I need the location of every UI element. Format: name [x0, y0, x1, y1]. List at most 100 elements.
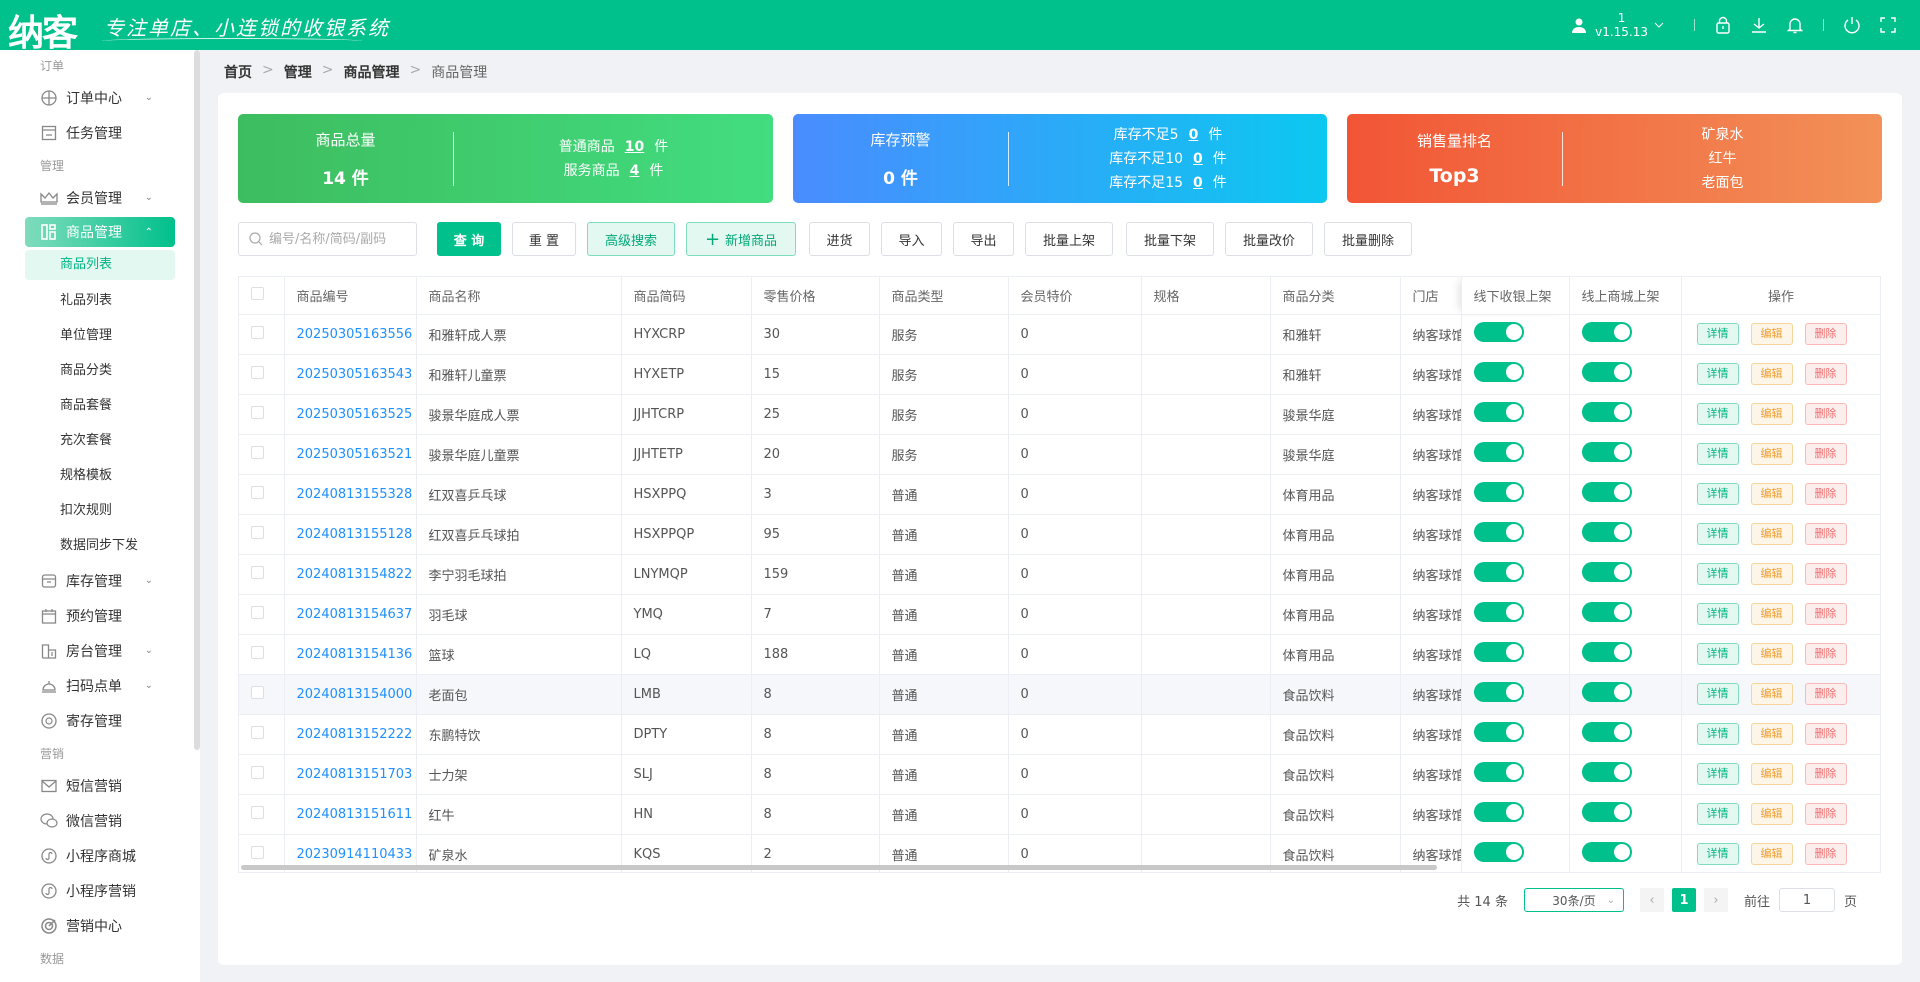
goods-code-cell[interactable]: 20250305163543 — [284, 354, 417, 395]
prev-page-button[interactable]: ‹ — [1639, 888, 1664, 912]
goods-code-cell[interactable]: 20240813154136 — [284, 634, 417, 675]
table-row[interactable]: 20240813155128 红双喜乒乓球拍 HSXPPQP 95 普通 0 体育用品 纳客球… — [239, 514, 1880, 555]
detail-button[interactable]: 详情 — [1696, 603, 1739, 625]
offline-listed-toggle[interactable] — [1473, 522, 1524, 542]
goods-code-cell[interactable]: 20250305163521 — [284, 434, 417, 475]
sidebar-subitem[interactable]: 规格模板 — [60, 468, 113, 483]
power-icon[interactable] — [1834, 16, 1870, 34]
row-checkbox[interactable] — [251, 645, 264, 659]
lock-icon[interactable] — [1705, 16, 1741, 34]
table-row[interactable]: 20250305163556 和雅轩成人票 HYXCRP 30 服务 0 和雅轩 纳客球馆 详情… — [239, 314, 1880, 355]
row-checkbox[interactable] — [251, 725, 264, 739]
sidebar-subitem[interactable]: 商品列表 — [25, 250, 175, 280]
breadcrumb-manage[interactable]: 管理 — [283, 65, 312, 81]
online-listed-toggle[interactable] — [1581, 362, 1632, 382]
goods-code-cell[interactable]: 20240813154637 — [284, 594, 417, 635]
row-checkbox[interactable] — [251, 365, 264, 379]
delete-button[interactable]: 删除 — [1804, 323, 1847, 345]
goods-code-cell[interactable]: 20240813154822 — [284, 554, 417, 595]
row-checkbox[interactable] — [251, 685, 264, 699]
sidebar-item[interactable]: 库存管理 ⌄ — [0, 563, 175, 598]
row-checkbox[interactable] — [251, 325, 264, 339]
sidebar-scrollbar[interactable] — [194, 50, 200, 750]
table-row[interactable]: 20240813154136 篮球 LQ 188 普通 0 体育用品 纳客球馆 详情 编辑 删除 — [239, 634, 1880, 675]
stock-warn-count[interactable]: 0 — [1193, 174, 1203, 191]
table-row[interactable]: 20250305163525 骏景华庭成人票 JJHTCRP 25 服务 0 骏景华庭 纳客球… — [239, 394, 1880, 435]
add-goods-button[interactable]: + 新增商品 — [686, 222, 796, 256]
delete-button[interactable]: 删除 — [1804, 363, 1847, 385]
online-listed-toggle[interactable] — [1581, 402, 1632, 422]
sidebar-item[interactable]: 寄存管理 — [0, 703, 175, 738]
online-listed-toggle[interactable] — [1581, 602, 1632, 622]
detail-button[interactable]: 详情 — [1696, 803, 1739, 825]
detail-button[interactable]: 详情 — [1696, 763, 1739, 785]
detail-button[interactable]: 详情 — [1696, 843, 1739, 865]
edit-button[interactable]: 编辑 — [1750, 683, 1793, 705]
page-size-select[interactable]: 30条/页 ⌄ — [1523, 888, 1624, 912]
sidebar-subitem[interactable]: 礼品列表 — [60, 293, 113, 308]
goods-code-cell[interactable]: 20240813151611 — [284, 794, 417, 835]
delete-button[interactable]: 删除 — [1804, 563, 1847, 585]
goods-code-cell[interactable]: 20240813155128 — [284, 514, 417, 555]
table-row[interactable]: 20240813152222 东鹏特饮 DPTY 8 普通 0 食品饮料 纳客球馆 详情 编辑 删除 — [239, 714, 1880, 755]
delete-button[interactable]: 删除 — [1804, 683, 1847, 705]
detail-button[interactable]: 详情 — [1696, 643, 1739, 665]
edit-button[interactable]: 编辑 — [1750, 643, 1793, 665]
edit-button[interactable]: 编辑 — [1750, 763, 1793, 785]
sidebar-item[interactable]: 会员管理 ⌄ — [0, 180, 175, 215]
delete-button[interactable]: 删除 — [1804, 723, 1847, 745]
edit-button[interactable]: 编辑 — [1750, 563, 1793, 585]
online-listed-toggle[interactable] — [1581, 842, 1632, 862]
offline-listed-toggle[interactable] — [1473, 602, 1524, 622]
batch-unlist-button[interactable]: 批量下架 — [1126, 222, 1214, 256]
detail-button[interactable]: 详情 — [1696, 563, 1739, 585]
online-listed-toggle[interactable] — [1581, 722, 1632, 742]
table-row[interactable]: 20240813154637 羽毛球 YMQ 7 普通 0 体育用品 纳客球馆 详情 编辑 删除 — [239, 594, 1880, 635]
row-checkbox[interactable] — [251, 765, 264, 779]
user-menu[interactable]: 1 v1.15.13 — [1571, 11, 1664, 39]
goods-code-cell[interactable]: 20240813151703 — [284, 754, 417, 795]
offline-listed-toggle[interactable] — [1473, 562, 1524, 582]
page-1-button[interactable]: 1 — [1671, 888, 1696, 912]
edit-button[interactable]: 编辑 — [1750, 363, 1793, 385]
delete-button[interactable]: 删除 — [1804, 483, 1847, 505]
table-row[interactable]: 20240813151703 士力架 SLJ 8 普通 0 食品饮料 纳客球馆 详情 编辑 删除 — [239, 754, 1880, 795]
online-listed-toggle[interactable] — [1581, 682, 1632, 702]
row-checkbox[interactable] — [251, 485, 264, 499]
sidebar-item[interactable]: 预约管理 — [0, 598, 175, 633]
breadcrumb-goods[interactable]: 商品管理 — [343, 65, 400, 81]
row-checkbox[interactable] — [251, 445, 264, 459]
sidebar-item[interactable]: 小程序营销 — [0, 873, 175, 908]
sidebar-item[interactable]: 任务管理 — [0, 115, 175, 150]
row-checkbox[interactable] — [251, 565, 264, 579]
online-listed-toggle[interactable] — [1581, 522, 1632, 542]
online-listed-toggle[interactable] — [1581, 322, 1632, 342]
edit-button[interactable]: 编辑 — [1750, 443, 1793, 465]
online-listed-toggle[interactable] — [1581, 562, 1632, 582]
stock-warn-count[interactable]: 0 — [1188, 126, 1199, 143]
bell-icon[interactable] — [1777, 16, 1813, 34]
edit-button[interactable]: 编辑 — [1750, 803, 1793, 825]
sidebar-item[interactable]: 房台管理 ⌄ — [0, 633, 175, 668]
purchase-button[interactable]: 进货 — [809, 222, 870, 256]
online-listed-toggle[interactable] — [1581, 802, 1632, 822]
fullscreen-icon[interactable] — [1870, 17, 1906, 33]
delete-button[interactable]: 删除 — [1804, 403, 1847, 425]
horizontal-scrollbar[interactable] — [241, 865, 1437, 870]
table-row[interactable]: 20240813154000 老面包 LMB 8 普通 0 食品饮料 纳客球馆 详情 编辑 删除 — [239, 674, 1880, 715]
table-row[interactable]: 20240813151611 红牛 HN 8 普通 0 食品饮料 纳客球馆 详情 编辑 删除 — [239, 794, 1880, 835]
online-listed-toggle[interactable] — [1581, 442, 1632, 462]
row-checkbox[interactable] — [251, 525, 264, 539]
sidebar-item[interactable]: 小程序商城 — [0, 838, 175, 873]
sidebar-item[interactable]: 短信营销 — [0, 768, 175, 803]
offline-listed-toggle[interactable] — [1473, 802, 1524, 822]
query-button[interactable]: 查 询 — [437, 222, 501, 256]
online-listed-toggle[interactable] — [1581, 642, 1632, 662]
online-listed-toggle[interactable] — [1581, 762, 1632, 782]
sidebar-subitem[interactable]: 充次套餐 — [60, 433, 113, 448]
goods-code-cell[interactable]: 20240813155328 — [284, 474, 417, 515]
detail-button[interactable]: 详情 — [1696, 683, 1739, 705]
goods-code-cell[interactable]: 20250305163525 — [284, 394, 417, 435]
sidebar-subitem[interactable]: 数据同步下发 — [60, 538, 139, 553]
row-checkbox[interactable] — [251, 605, 264, 619]
